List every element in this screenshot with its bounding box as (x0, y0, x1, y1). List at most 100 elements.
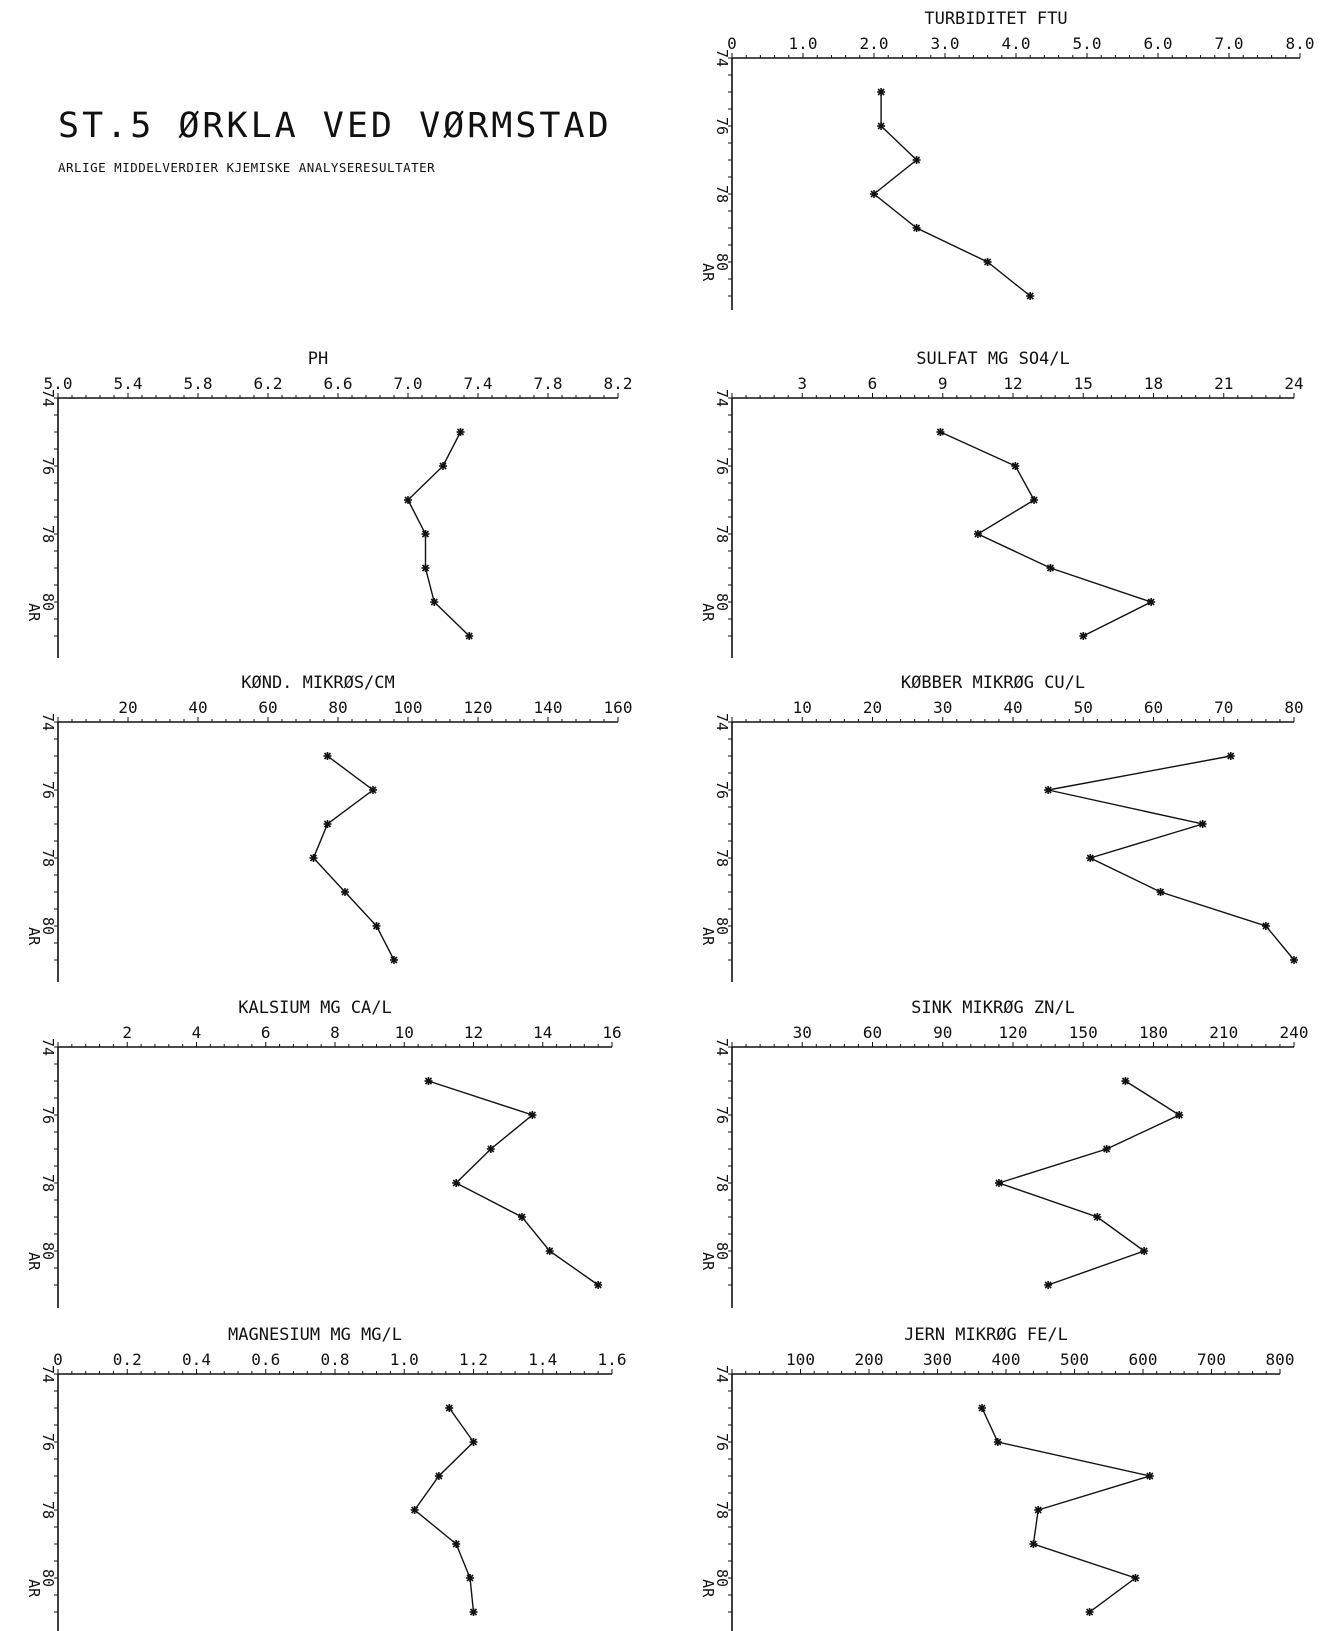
y-tick-label: 80 (713, 1569, 731, 1587)
y-tick-label: 78 (39, 849, 57, 867)
x-tick-label: 1.4 (528, 1350, 557, 1369)
data-point (1085, 1608, 1094, 1616)
x-tick-label: 140 (534, 698, 563, 717)
data-point (993, 1438, 1002, 1446)
x-tick-label: 5.8 (184, 374, 213, 393)
x-tick-label: 100 (394, 698, 423, 717)
data-point (912, 156, 921, 164)
series-line (940, 431, 1153, 637)
y-axis-label: AR (699, 927, 717, 946)
x-tick-label: 150 (1069, 1023, 1098, 1042)
x-tick-label: 40 (1003, 698, 1022, 717)
data-point (1044, 786, 1053, 794)
y-tick-label: 76 (39, 1433, 57, 1451)
y-tick-label: 76 (713, 1433, 731, 1451)
x-tick-label: 500 (1060, 1350, 1089, 1369)
data-point (410, 1506, 419, 1514)
x-tick-label: 30 (933, 698, 952, 717)
x-tick-label: 5.0 (44, 374, 73, 393)
data-point (1079, 632, 1088, 640)
x-tick-label: 0.8 (321, 1350, 350, 1369)
data-point (1093, 1213, 1102, 1221)
y-tick-label: 80 (39, 917, 57, 935)
data-point (466, 1574, 475, 1582)
data-point (1290, 956, 1298, 964)
x-tick-label: 6.6 (324, 374, 353, 393)
x-tick-label: 6 (261, 1023, 271, 1042)
series-line (407, 431, 470, 637)
x-tick-label: 8 (330, 1023, 340, 1042)
x-tick-label: 3.0 (931, 34, 960, 53)
y-tick-label: 80 (713, 253, 731, 271)
y-tick-label: 80 (39, 593, 57, 611)
x-tick-label: 200 (855, 1350, 884, 1369)
x-tick-label: 18 (1144, 374, 1163, 393)
x-tick-label: 0.2 (113, 1350, 142, 1369)
y-tick-label: 76 (39, 1106, 57, 1124)
x-tick-label: 800 (1266, 1350, 1295, 1369)
y-axis-label: AR (699, 263, 717, 282)
x-tick-label: 4.0 (1002, 34, 1031, 53)
chart-title: KALSIUM MG CA/L (238, 998, 392, 1018)
y-tick-label: 74 (39, 389, 57, 407)
x-tick-label: 7.0 (1215, 34, 1244, 53)
data-point (594, 1281, 603, 1289)
y-tick-label: 78 (713, 525, 731, 543)
x-tick-label: 100 (786, 1350, 815, 1369)
x-tick-label: 10 (793, 698, 812, 717)
data-point (978, 1404, 987, 1412)
page-title: ST.5 ØRKLA VED VØRMSTAD (58, 106, 612, 146)
y-axis-label: AR (25, 1252, 43, 1271)
y-axis-label: AR (25, 603, 43, 622)
x-tick-label: 7.4 (464, 374, 493, 393)
data-point (445, 1404, 454, 1412)
data-point (1102, 1145, 1111, 1153)
data-point (528, 1111, 537, 1119)
x-tick-label: 2 (122, 1023, 132, 1042)
data-point (877, 122, 886, 130)
y-tick-label: 76 (713, 1106, 731, 1124)
series-line (981, 1407, 1153, 1613)
y-tick-label: 74 (39, 1365, 57, 1383)
data-point (1261, 922, 1270, 930)
y-tick-label: 80 (39, 1242, 57, 1260)
x-tick-label: 24 (1284, 374, 1303, 393)
x-tick-label: 30 (793, 1023, 812, 1042)
x-tick-label: 90 (933, 1023, 952, 1042)
y-tick-label: 74 (713, 1038, 731, 1056)
x-tick-label: 600 (1129, 1350, 1158, 1369)
data-point (973, 530, 982, 538)
x-tick-label: 21 (1214, 374, 1233, 393)
x-tick-label: 6 (868, 374, 878, 393)
data-point (372, 922, 381, 930)
x-tick-label: 40 (188, 698, 207, 717)
chart-title: SINK MIKRØG ZN/L (911, 998, 1075, 1018)
x-tick-label: 120 (464, 698, 493, 717)
data-point (1226, 752, 1235, 760)
data-point (936, 428, 945, 436)
data-point (424, 1077, 433, 1085)
data-point (469, 1608, 478, 1616)
data-point (517, 1213, 526, 1221)
x-tick-label: 80 (328, 698, 347, 717)
x-tick-label: 6.2 (254, 374, 283, 393)
x-tick-label: 400 (992, 1350, 1021, 1369)
x-tick-label: 20 (863, 698, 882, 717)
data-point (983, 258, 992, 266)
x-tick-label: 5.0 (1073, 34, 1102, 53)
data-point (912, 224, 921, 232)
y-tick-label: 74 (713, 389, 731, 407)
x-tick-label: 1.0 (390, 1350, 419, 1369)
x-tick-label: 3 (797, 374, 807, 393)
chart-title: SULFAT MG SO4/L (916, 349, 1070, 369)
y-axis-label: AR (699, 603, 717, 622)
x-tick-label: 120 (999, 1023, 1028, 1042)
data-point (486, 1145, 495, 1153)
data-point (421, 564, 430, 572)
chart-title: JERN MIKRØG FE/L (904, 1325, 1068, 1345)
chart-title: KØND. MIKRØS/CM (241, 673, 395, 693)
data-point (1198, 820, 1207, 828)
x-tick-label: 6.0 (1144, 34, 1173, 53)
data-point (390, 956, 398, 964)
